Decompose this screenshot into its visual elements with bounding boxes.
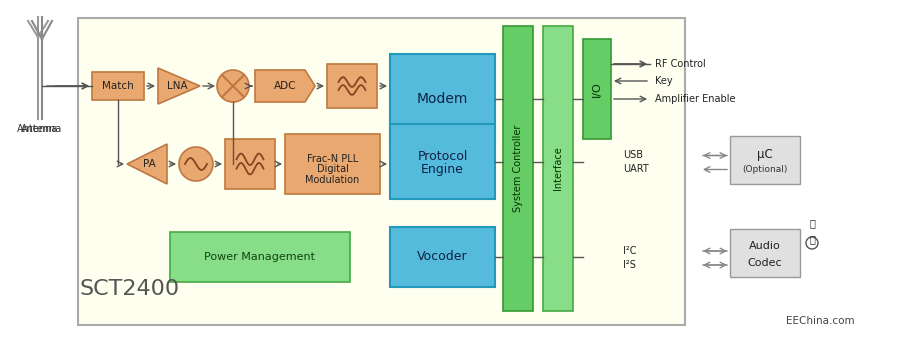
Text: ADC: ADC — [274, 81, 296, 91]
Bar — [390, 124, 495, 199]
Text: Vocoder: Vocoder — [418, 251, 468, 263]
Text: Amplifier Enable: Amplifier Enable — [655, 94, 735, 104]
Text: EEChina.com: EEChina.com — [786, 316, 854, 326]
Text: I/O: I/O — [592, 81, 602, 97]
Bar — [78, 18, 685, 325]
Text: Audio: Audio — [749, 241, 781, 251]
Bar — [390, 54, 495, 144]
Text: Frac-N PLL: Frac-N PLL — [307, 154, 358, 164]
Text: Protocol: Protocol — [418, 150, 468, 163]
Text: (Optional): (Optional) — [742, 165, 788, 174]
Text: 🎤: 🎤 — [809, 234, 814, 244]
Circle shape — [217, 70, 249, 102]
Bar — [390, 227, 495, 287]
Bar — [225, 139, 275, 189]
Text: Match: Match — [102, 81, 134, 91]
Text: Digital: Digital — [317, 164, 348, 174]
Bar — [503, 26, 533, 311]
Polygon shape — [127, 144, 167, 184]
Text: I²S: I²S — [623, 260, 636, 270]
Bar — [730, 136, 800, 184]
Text: SCT2400: SCT2400 — [80, 279, 180, 299]
Text: Codec: Codec — [748, 258, 782, 267]
Bar — [92, 72, 144, 100]
Text: Power Management: Power Management — [204, 252, 316, 262]
Text: Antenna: Antenna — [17, 124, 58, 134]
Bar — [285, 134, 380, 194]
Text: Key: Key — [655, 76, 672, 86]
Text: System Controller: System Controller — [513, 125, 523, 212]
Circle shape — [806, 237, 818, 249]
Text: USB: USB — [623, 151, 643, 160]
Circle shape — [179, 147, 213, 181]
Polygon shape — [158, 68, 200, 104]
Text: LNA: LNA — [166, 81, 187, 91]
Text: Antenna: Antenna — [22, 124, 63, 134]
Text: Modem: Modem — [417, 92, 468, 106]
Text: PA: PA — [142, 159, 156, 169]
Bar — [543, 26, 573, 311]
Bar — [170, 232, 350, 282]
Bar — [583, 39, 611, 139]
Text: μC: μC — [757, 148, 773, 161]
Polygon shape — [255, 70, 315, 102]
Text: Engine: Engine — [421, 163, 464, 176]
Bar — [730, 229, 800, 277]
Text: RF Control: RF Control — [655, 59, 706, 69]
Text: Modulation: Modulation — [305, 175, 360, 185]
Bar — [327, 64, 377, 108]
Text: 🔊: 🔊 — [809, 218, 814, 228]
Text: I²C: I²C — [623, 246, 636, 256]
Text: Interface: Interface — [553, 147, 563, 191]
Text: UART: UART — [623, 164, 649, 175]
